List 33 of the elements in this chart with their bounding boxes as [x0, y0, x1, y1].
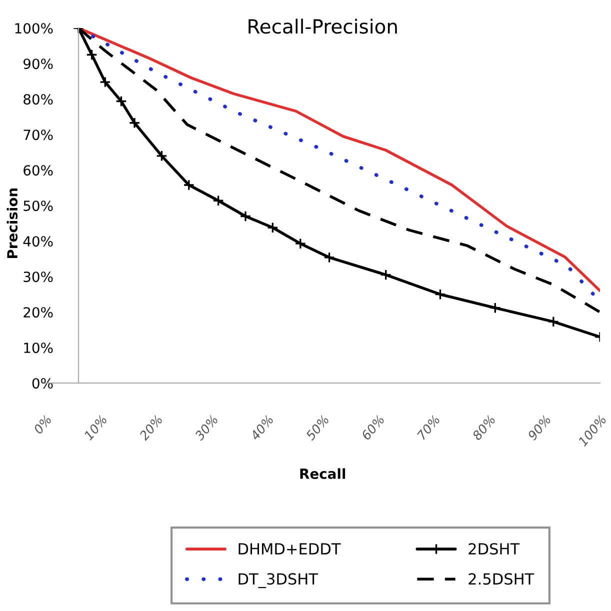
legend-label: DT_3DSHT: [238, 573, 318, 588]
y-tick-label: 80%: [24, 94, 53, 105]
y-tick-label: 40%: [23, 236, 53, 247]
point: [294, 238, 306, 250]
point: [99, 76, 111, 88]
point: [240, 210, 252, 222]
y-axis-title: Precision: [6, 188, 18, 258]
point: [380, 269, 392, 281]
point: [489, 302, 501, 314]
y-tick-label: 60%: [24, 165, 53, 176]
x-axis-title: Recall: [300, 468, 346, 479]
y-tick-label: 90%: [24, 58, 53, 70]
point: [183, 179, 195, 191]
point: [156, 150, 168, 162]
point: [212, 194, 224, 206]
point: [324, 252, 335, 264]
point: [128, 117, 140, 129]
point: [116, 96, 127, 107]
point: [266, 222, 278, 234]
y-tick-label: 70%: [24, 130, 53, 140]
y-tick-label: 50%: [24, 200, 53, 212]
y-tick-label: 0%: [32, 378, 53, 389]
y-tick-label: 10%: [24, 342, 53, 354]
legend-label: DHMD+EDDT: [238, 543, 341, 554]
y-tick-label: 20%: [24, 307, 53, 318]
legend-label: 2.5DSHT: [468, 573, 534, 585]
y-tick-label: 30%: [24, 272, 53, 282]
point: [548, 316, 560, 328]
chart-title: Recall-Precision: [248, 18, 397, 34]
legend-label: 2DSHT: [468, 543, 520, 555]
y-tick-label: 100%: [15, 23, 53, 34]
point: [434, 288, 446, 300]
point: [86, 49, 98, 60]
